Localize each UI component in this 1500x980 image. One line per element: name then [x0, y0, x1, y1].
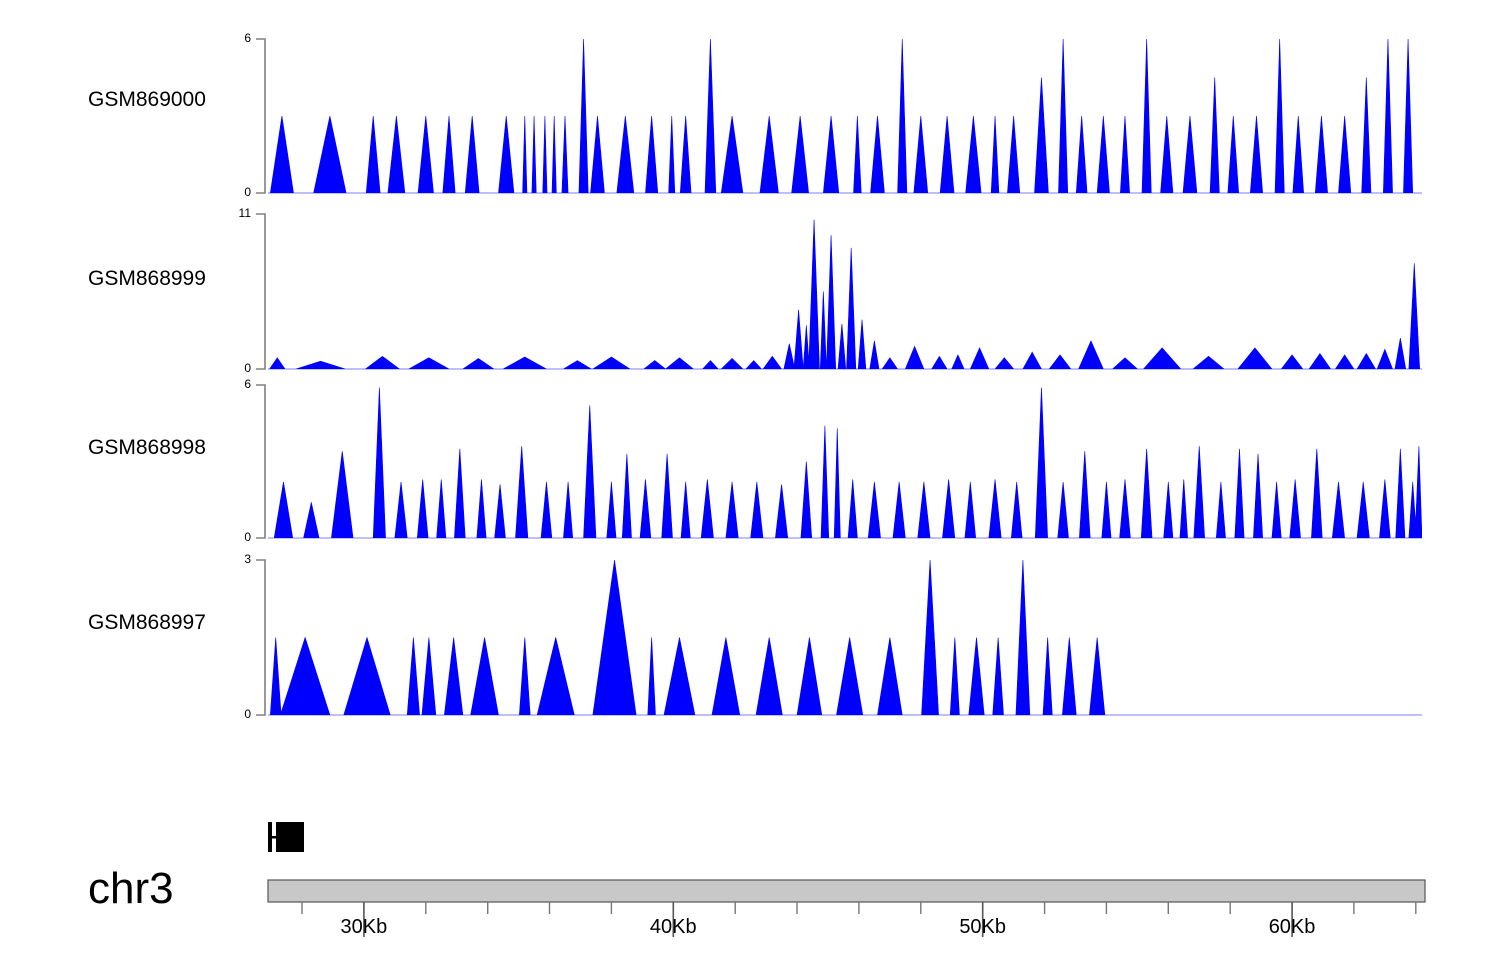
- track-label-gsm868997: GSM868997: [88, 611, 206, 634]
- coverage-area: [268, 39, 1422, 194]
- track-label-gsm868998: GSM868998: [88, 436, 206, 459]
- coverage-plot-gsm869000[interactable]: [268, 39, 1422, 194]
- coverage-area: [268, 219, 1422, 370]
- axis-max-label-gsm869000: 6: [244, 31, 251, 45]
- axis-min-label-gsm868998: 0: [244, 530, 251, 544]
- axis-min-label-gsm868999: 0: [244, 361, 251, 375]
- axis-min-label-gsm869000: 0: [244, 185, 251, 199]
- axis-min-label-gsm868997: 0: [244, 707, 251, 721]
- axis-max-label-gsm868997: 3: [244, 552, 251, 566]
- coverage-plot-gsm868998[interactable]: [268, 385, 1422, 539]
- track-label-gsm869000: GSM869000: [88, 88, 206, 111]
- coverage-area: [268, 387, 1422, 539]
- coverage-area: [268, 560, 1422, 716]
- coverage-plot-gsm868999[interactable]: [268, 214, 1422, 370]
- track-label-gsm868999: GSM868999: [88, 267, 206, 290]
- coverage-plot-gsm868997[interactable]: [268, 560, 1422, 716]
- axis-max-label-gsm868998: 6: [244, 377, 251, 391]
- axis-max-label-gsm868999: 11: [238, 206, 251, 220]
